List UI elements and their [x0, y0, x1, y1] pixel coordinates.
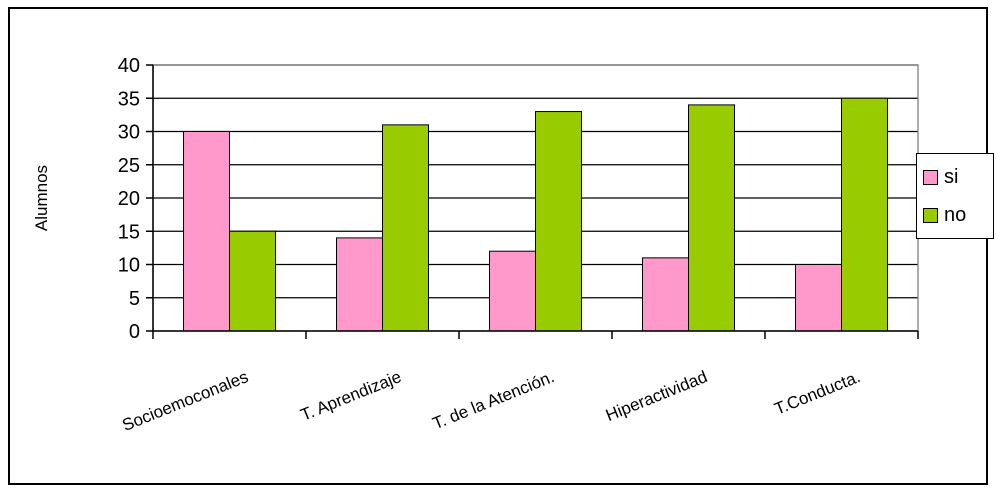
bar-no — [382, 124, 429, 332]
legend-label-si: si — [944, 166, 959, 188]
x-tick-labels: Socioemoconales T. Aprendizaje T. de la At… — [119, 367, 863, 435]
y-tick-label: 5 — [129, 288, 140, 310]
y-tick-label: 25 — [118, 155, 140, 177]
y-tick-label: 35 — [118, 88, 140, 110]
bar-si — [795, 264, 842, 332]
bar-no — [229, 230, 276, 332]
y-tick-label: 10 — [118, 255, 140, 277]
x-tick-label: Socioemoconales — [119, 367, 251, 435]
bar-no — [688, 104, 735, 332]
x-tick-label: Hiperactividad — [603, 367, 710, 425]
bars — [183, 97, 888, 332]
legend-item-no: no — [923, 204, 966, 227]
y-tick-label: 15 — [118, 221, 140, 243]
bar-no — [841, 97, 888, 332]
y-tick-labels: 0 5 10 15 20 25 30 35 40 — [118, 55, 140, 343]
y-tick-label: 40 — [118, 55, 140, 77]
x-tick-label: T. Aprendizaje — [298, 367, 404, 425]
y-tick-label: 0 — [129, 321, 140, 343]
legend: si no — [916, 153, 994, 239]
x-tick-label: T.Conducta. — [772, 367, 863, 419]
legend-swatch-no — [923, 208, 938, 223]
y-tick-label: 30 — [118, 122, 140, 144]
bar-si — [183, 131, 230, 332]
legend-item-si: si — [923, 166, 958, 189]
legend-swatch-si — [923, 170, 938, 185]
bar-si — [489, 250, 536, 332]
y-axis-label: Alumnos — [32, 165, 51, 231]
x-tick-label: T. de la Atención. — [430, 367, 557, 433]
bar-no — [535, 111, 582, 332]
bar-si — [642, 257, 689, 332]
legend-label-no: no — [944, 204, 967, 226]
chart-frame — [8, 7, 988, 485]
y-tick-label: 20 — [118, 188, 140, 210]
bar-si — [336, 237, 383, 332]
axes — [146, 64, 919, 339]
